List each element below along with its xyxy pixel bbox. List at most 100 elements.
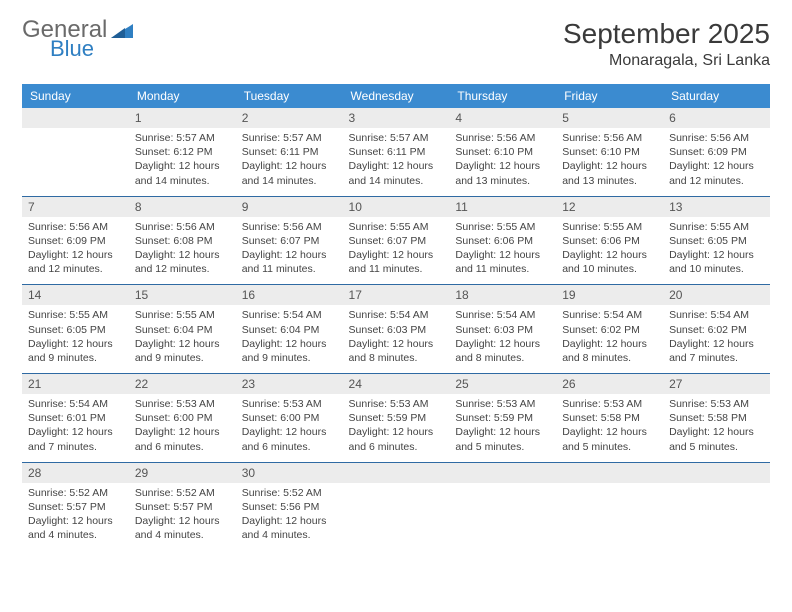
day-body: Sunrise: 5:54 AMSunset: 6:04 PMDaylight:… [236, 305, 343, 373]
title-block: September 2025 Monaragala, Sri Lanka [563, 18, 770, 70]
calendar-week-row: 1Sunrise: 5:57 AMSunset: 6:12 PMDaylight… [22, 108, 770, 196]
calendar-day-cell: 16Sunrise: 5:54 AMSunset: 6:04 PMDayligh… [236, 285, 343, 374]
day-number: 17 [343, 285, 450, 305]
day-body [449, 483, 556, 531]
calendar-day-cell: 20Sunrise: 5:54 AMSunset: 6:02 PMDayligh… [663, 285, 770, 374]
header: General Blue September 2025 Monaragala, … [22, 18, 770, 70]
calendar-day-cell: 13Sunrise: 5:55 AMSunset: 6:05 PMDayligh… [663, 196, 770, 285]
day-body: Sunrise: 5:52 AMSunset: 5:56 PMDaylight:… [236, 483, 343, 551]
day-body: Sunrise: 5:55 AMSunset: 6:05 PMDaylight:… [22, 305, 129, 373]
day-number [449, 463, 556, 483]
day-number: 20 [663, 285, 770, 305]
weekday-header: Saturday [663, 84, 770, 108]
calendar-day-cell [449, 462, 556, 550]
day-body: Sunrise: 5:53 AMSunset: 6:00 PMDaylight:… [129, 394, 236, 462]
calendar-day-cell [556, 462, 663, 550]
calendar-day-cell [663, 462, 770, 550]
calendar-day-cell: 11Sunrise: 5:55 AMSunset: 6:06 PMDayligh… [449, 196, 556, 285]
calendar-day-cell: 17Sunrise: 5:54 AMSunset: 6:03 PMDayligh… [343, 285, 450, 374]
day-number [343, 463, 450, 483]
calendar-week-row: 28Sunrise: 5:52 AMSunset: 5:57 PMDayligh… [22, 462, 770, 550]
calendar-day-cell: 10Sunrise: 5:55 AMSunset: 6:07 PMDayligh… [343, 196, 450, 285]
day-body: Sunrise: 5:53 AMSunset: 6:00 PMDaylight:… [236, 394, 343, 462]
day-body: Sunrise: 5:56 AMSunset: 6:09 PMDaylight:… [663, 128, 770, 196]
calendar-day-cell: 26Sunrise: 5:53 AMSunset: 5:58 PMDayligh… [556, 374, 663, 463]
day-number: 29 [129, 463, 236, 483]
brand-triangle-icon [111, 22, 133, 40]
day-body: Sunrise: 5:56 AMSunset: 6:10 PMDaylight:… [449, 128, 556, 196]
day-number: 1 [129, 108, 236, 128]
day-number: 12 [556, 197, 663, 217]
weekday-header: Thursday [449, 84, 556, 108]
day-body: Sunrise: 5:57 AMSunset: 6:12 PMDaylight:… [129, 128, 236, 196]
day-body: Sunrise: 5:56 AMSunset: 6:10 PMDaylight:… [556, 128, 663, 196]
day-body: Sunrise: 5:55 AMSunset: 6:07 PMDaylight:… [343, 217, 450, 285]
day-body: Sunrise: 5:56 AMSunset: 6:08 PMDaylight:… [129, 217, 236, 285]
day-body: Sunrise: 5:54 AMSunset: 6:03 PMDaylight:… [343, 305, 450, 373]
day-number: 2 [236, 108, 343, 128]
day-body [22, 128, 129, 176]
weekday-row: SundayMondayTuesdayWednesdayThursdayFrid… [22, 84, 770, 108]
day-body [663, 483, 770, 531]
calendar-day-cell: 19Sunrise: 5:54 AMSunset: 6:02 PMDayligh… [556, 285, 663, 374]
day-body [343, 483, 450, 531]
calendar-day-cell: 6Sunrise: 5:56 AMSunset: 6:09 PMDaylight… [663, 108, 770, 196]
weekday-header: Friday [556, 84, 663, 108]
day-body: Sunrise: 5:56 AMSunset: 6:07 PMDaylight:… [236, 217, 343, 285]
day-body: Sunrise: 5:52 AMSunset: 5:57 PMDaylight:… [22, 483, 129, 551]
calendar-week-row: 21Sunrise: 5:54 AMSunset: 6:01 PMDayligh… [22, 374, 770, 463]
weekday-header: Sunday [22, 84, 129, 108]
weekday-header: Wednesday [343, 84, 450, 108]
calendar-day-cell: 29Sunrise: 5:52 AMSunset: 5:57 PMDayligh… [129, 462, 236, 550]
day-body: Sunrise: 5:56 AMSunset: 6:09 PMDaylight:… [22, 217, 129, 285]
day-number: 24 [343, 374, 450, 394]
calendar-day-cell: 15Sunrise: 5:55 AMSunset: 6:04 PMDayligh… [129, 285, 236, 374]
calendar-day-cell: 14Sunrise: 5:55 AMSunset: 6:05 PMDayligh… [22, 285, 129, 374]
weekday-header: Tuesday [236, 84, 343, 108]
day-number: 11 [449, 197, 556, 217]
day-body: Sunrise: 5:55 AMSunset: 6:05 PMDaylight:… [663, 217, 770, 285]
calendar-table: SundayMondayTuesdayWednesdayThursdayFrid… [22, 84, 770, 550]
day-body: Sunrise: 5:52 AMSunset: 5:57 PMDaylight:… [129, 483, 236, 551]
day-body: Sunrise: 5:54 AMSunset: 6:03 PMDaylight:… [449, 305, 556, 373]
day-number: 25 [449, 374, 556, 394]
day-body: Sunrise: 5:54 AMSunset: 6:02 PMDaylight:… [663, 305, 770, 373]
day-number [556, 463, 663, 483]
day-body: Sunrise: 5:53 AMSunset: 5:59 PMDaylight:… [343, 394, 450, 462]
calendar-body: 1Sunrise: 5:57 AMSunset: 6:12 PMDaylight… [22, 108, 770, 550]
day-number: 9 [236, 197, 343, 217]
day-body: Sunrise: 5:57 AMSunset: 6:11 PMDaylight:… [236, 128, 343, 196]
day-number: 7 [22, 197, 129, 217]
calendar-day-cell: 3Sunrise: 5:57 AMSunset: 6:11 PMDaylight… [343, 108, 450, 196]
day-number [22, 108, 129, 128]
day-body: Sunrise: 5:55 AMSunset: 6:06 PMDaylight:… [556, 217, 663, 285]
calendar-day-cell: 27Sunrise: 5:53 AMSunset: 5:58 PMDayligh… [663, 374, 770, 463]
brand-text: General Blue [22, 18, 107, 60]
calendar-day-cell: 25Sunrise: 5:53 AMSunset: 5:59 PMDayligh… [449, 374, 556, 463]
calendar-day-cell: 1Sunrise: 5:57 AMSunset: 6:12 PMDaylight… [129, 108, 236, 196]
day-body: Sunrise: 5:53 AMSunset: 5:59 PMDaylight:… [449, 394, 556, 462]
calendar-day-cell: 22Sunrise: 5:53 AMSunset: 6:00 PMDayligh… [129, 374, 236, 463]
day-number: 21 [22, 374, 129, 394]
day-body: Sunrise: 5:54 AMSunset: 6:01 PMDaylight:… [22, 394, 129, 462]
day-body: Sunrise: 5:53 AMSunset: 5:58 PMDaylight:… [663, 394, 770, 462]
day-number: 10 [343, 197, 450, 217]
day-number: 14 [22, 285, 129, 305]
calendar-day-cell: 23Sunrise: 5:53 AMSunset: 6:00 PMDayligh… [236, 374, 343, 463]
calendar-day-cell: 30Sunrise: 5:52 AMSunset: 5:56 PMDayligh… [236, 462, 343, 550]
calendar-day-cell: 5Sunrise: 5:56 AMSunset: 6:10 PMDaylight… [556, 108, 663, 196]
calendar-day-cell: 2Sunrise: 5:57 AMSunset: 6:11 PMDaylight… [236, 108, 343, 196]
day-number: 16 [236, 285, 343, 305]
day-number: 18 [449, 285, 556, 305]
calendar-day-cell: 12Sunrise: 5:55 AMSunset: 6:06 PMDayligh… [556, 196, 663, 285]
calendar-day-cell: 9Sunrise: 5:56 AMSunset: 6:07 PMDaylight… [236, 196, 343, 285]
day-number: 6 [663, 108, 770, 128]
month-title: September 2025 [563, 18, 770, 50]
day-number [663, 463, 770, 483]
day-number: 5 [556, 108, 663, 128]
weekday-header: Monday [129, 84, 236, 108]
day-body: Sunrise: 5:55 AMSunset: 6:06 PMDaylight:… [449, 217, 556, 285]
day-number: 28 [22, 463, 129, 483]
day-number: 13 [663, 197, 770, 217]
day-body [556, 483, 663, 531]
